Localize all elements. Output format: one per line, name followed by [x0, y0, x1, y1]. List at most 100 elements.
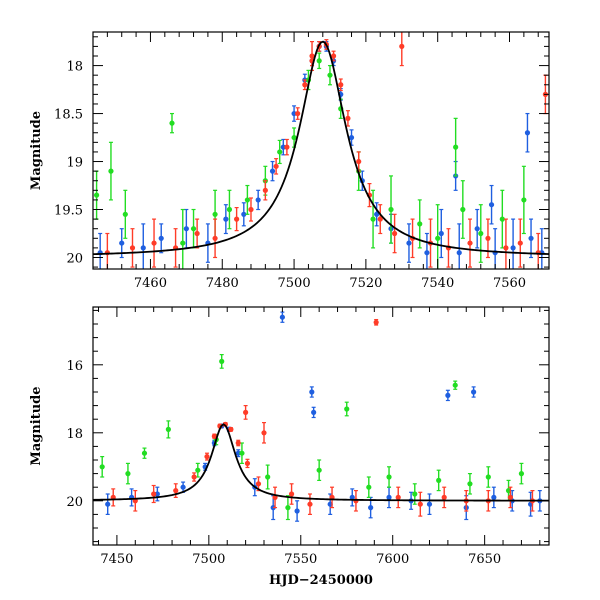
data-series	[93, 52, 527, 269]
data-point	[194, 230, 200, 237]
y-tick-label: 18	[66, 60, 83, 75]
data-point	[471, 389, 477, 395]
data-point	[491, 494, 497, 500]
x-tick-label: 7460	[134, 276, 167, 291]
plot-area	[93, 32, 549, 269]
y-tick-label: 20	[66, 251, 83, 266]
y-axis-title: Magnitude	[29, 386, 44, 465]
data-point	[195, 467, 201, 473]
data-point	[327, 72, 333, 78]
data-point	[165, 426, 171, 432]
data-point	[279, 314, 285, 320]
x-tick-label: 7480	[206, 276, 239, 291]
x-axis-title: HJD−2450000	[269, 573, 373, 588]
data-point	[499, 216, 505, 222]
data-point	[517, 240, 523, 246]
data-point	[388, 206, 394, 213]
x-tick-label: 7450	[100, 552, 133, 567]
data-point	[228, 426, 234, 432]
data-point	[151, 240, 157, 246]
data-point	[348, 134, 355, 141]
data-point	[129, 245, 136, 251]
data-point	[309, 389, 315, 395]
data-point	[248, 206, 254, 213]
data-point	[344, 406, 350, 412]
y-tick-label: 20	[66, 495, 83, 510]
data-point	[399, 43, 405, 49]
data-point	[374, 211, 380, 217]
data-point	[453, 144, 459, 150]
data-point	[269, 168, 276, 174]
data-series	[97, 40, 545, 269]
data-point	[244, 460, 251, 466]
data-point	[151, 491, 157, 497]
data-point	[243, 409, 249, 415]
data-point	[435, 235, 441, 241]
data-point	[223, 216, 229, 222]
data-point	[302, 82, 308, 88]
x-tick-label: 7500	[278, 276, 311, 291]
data-point	[226, 206, 233, 213]
data-point	[261, 430, 267, 436]
data-point	[309, 53, 315, 59]
data-point	[424, 250, 430, 256]
data-point	[277, 149, 283, 155]
data-point	[467, 240, 473, 246]
data-point	[386, 494, 392, 500]
data-point	[311, 409, 317, 415]
data-point	[507, 494, 513, 500]
data-point	[125, 471, 131, 477]
data-point	[119, 240, 125, 246]
data-point	[452, 382, 458, 388]
data-point	[284, 144, 290, 150]
data-point	[183, 226, 189, 232]
data-point	[521, 197, 527, 203]
data-point	[285, 505, 291, 511]
y-axis-title: Magnitude	[29, 111, 44, 190]
data-point	[349, 494, 355, 500]
data-point	[244, 197, 250, 203]
y-tick-label: 19.5	[54, 204, 83, 219]
data-point	[438, 230, 444, 237]
data-point	[241, 211, 247, 217]
data-point	[436, 477, 442, 483]
data-point	[485, 474, 491, 480]
data-point	[510, 245, 516, 251]
data-point	[474, 226, 480, 232]
data-point	[441, 494, 447, 500]
data-point	[211, 433, 217, 439]
data-point	[99, 464, 105, 470]
data-point	[235, 450, 241, 456]
data-point	[255, 481, 262, 487]
data-point	[373, 319, 379, 325]
data-point	[392, 230, 398, 237]
data-point	[219, 358, 225, 364]
data-point	[191, 474, 197, 480]
data-point	[140, 245, 146, 251]
x-tick-label: 7550	[284, 552, 317, 567]
data-point	[288, 491, 295, 497]
data-point	[141, 450, 148, 456]
data-point	[265, 474, 271, 480]
x-tick-label: 7600	[376, 552, 409, 567]
y-tick-label: 18.5	[54, 108, 83, 123]
data-point	[295, 110, 301, 117]
x-tick-label: 7560	[493, 276, 526, 291]
data-point	[406, 240, 412, 246]
data-point	[105, 501, 111, 507]
data-point	[212, 235, 218, 241]
data-series	[110, 318, 536, 517]
data-point	[307, 501, 313, 507]
data-point	[445, 392, 451, 398]
data-point	[273, 163, 279, 169]
x-tick-label: 7650	[468, 552, 501, 567]
data-point	[467, 481, 473, 487]
data-point	[234, 216, 240, 222]
data-point	[180, 240, 186, 246]
data-point	[158, 235, 164, 241]
data-point	[503, 245, 509, 251]
data-point	[316, 467, 322, 473]
data-point	[518, 471, 525, 477]
data-point	[417, 221, 423, 227]
data-point	[154, 491, 160, 497]
